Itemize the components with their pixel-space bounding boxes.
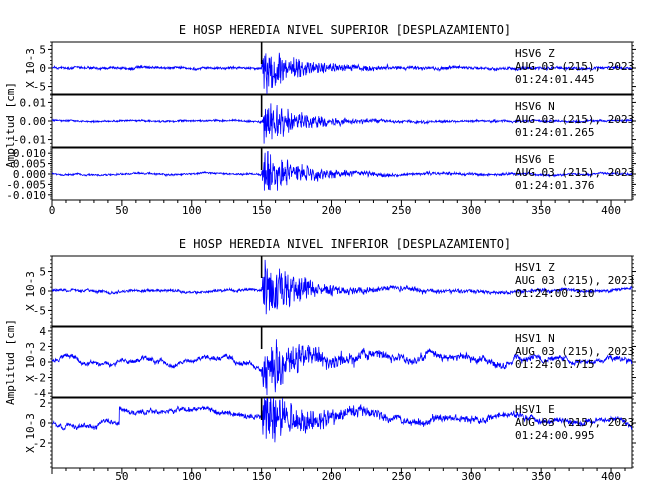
record-time: 01:24:01.445 [515,73,594,86]
y-tick-label: -0.010 [6,189,46,202]
y-axis-label-lower: Amplitud [cm] [4,319,17,405]
x-tick-label: 150 [252,204,272,217]
x-tick-label: 50 [115,470,128,483]
chart-title-upper: E HOSP HEREDIA NIVEL SUPERIOR [DESPLAZAM… [179,23,511,37]
x-tick-label: 100 [182,204,202,217]
record-time: 01:24:00.310 [515,287,594,300]
waveform-trace [51,339,633,396]
waveform-trace [51,103,633,144]
y-tick-label: -5 [33,304,46,317]
y-tick-label: 0 [39,417,46,430]
station-label: HSV1 E [515,403,555,416]
y-tick-label: -0.005 [6,178,46,191]
y-tick-label: 0 [39,285,46,298]
y-tick-label: -4 [33,387,47,400]
x-tick-label: 200 [322,204,342,217]
y-tick-label: -2 [33,437,46,450]
y-tick-label: 0.00 [20,115,47,128]
waveform-trace [51,52,633,95]
x-tick-label: 0 [49,204,56,217]
y-tick-label: -0.01 [13,134,46,147]
record-date: AUG 03 (215), 2023 [515,416,634,429]
station-label: HSV1 Z [515,261,555,274]
waveform-trace [51,150,633,191]
record-date: AUG 03 (215), 2023 [515,113,634,126]
scale-label: X 10-3 [24,413,37,453]
x-tick-label: 400 [601,470,621,483]
y-tick-label: 2 [39,397,46,410]
y-tick-label: -5 [33,81,46,94]
record-time: 01:24:01.265 [515,126,594,139]
scale-label: X 10-3 [24,342,37,382]
y-tick-label: 0.01 [20,96,47,109]
y-tick-label: 4 [39,325,46,338]
record-date: AUG 03 (215), 2023 [515,345,634,358]
x-tick-label: 300 [461,470,481,483]
x-tick-label: 300 [461,204,481,217]
y-tick-label: 0.010 [13,147,46,160]
x-tick-label: 350 [531,204,551,217]
record-time: 01:24:00.995 [515,429,594,442]
x-tick-label: 250 [391,470,411,483]
waveform-trace [51,259,633,315]
y-tick-label: 0.000 [13,168,46,181]
record-date: AUG 03 (215), 2023 [515,166,634,179]
chart-title-lower: E HOSP HEREDIA NIVEL INFERIOR [DESPLAZAM… [179,237,511,251]
waveform-trace [51,397,633,443]
y-tick-label: 5 [39,266,46,279]
y-tick-label: 0 [39,356,46,369]
x-tick-label: 50 [115,204,128,217]
y-tick-label: 5 [39,43,46,56]
x-axis: 0 50 100 150 200 250 300 350 400 [49,200,626,217]
x-tick-label: 250 [391,204,411,217]
scale-label: X 10-3 [24,271,37,311]
station-label: HSV1 N [515,332,555,345]
station-label: HSV6 E [515,153,555,166]
record-time: 01:24:01.376 [515,179,594,192]
x-tick-label: 350 [531,470,551,483]
record-date: AUG 03 (215), 2023 [515,60,634,73]
x-tick-label: 100 [182,470,202,483]
station-label: HSV6 N [515,100,555,113]
x-tick-label: 200 [322,470,342,483]
record-time: 01:24:01.715 [515,358,594,371]
station-label: HSV6 Z [515,47,555,60]
panel-frame [51,397,633,469]
y-axis-label-upper: Amplitud [cm] [4,82,17,168]
scale-label: X 10-3 [24,48,37,88]
x-tick-label: 400 [601,204,621,217]
x-axis: 50 100 150 200 250 300 350 400 [51,468,626,483]
record-date: AUG 03 (215), 2023 [515,274,634,287]
y-tick-label: -2 [33,372,46,385]
y-tick-label: 0.005 [13,158,46,171]
y-tick-label: 2 [39,340,46,353]
y-tick-label: 0 [39,62,46,75]
x-tick-label: 150 [252,470,272,483]
